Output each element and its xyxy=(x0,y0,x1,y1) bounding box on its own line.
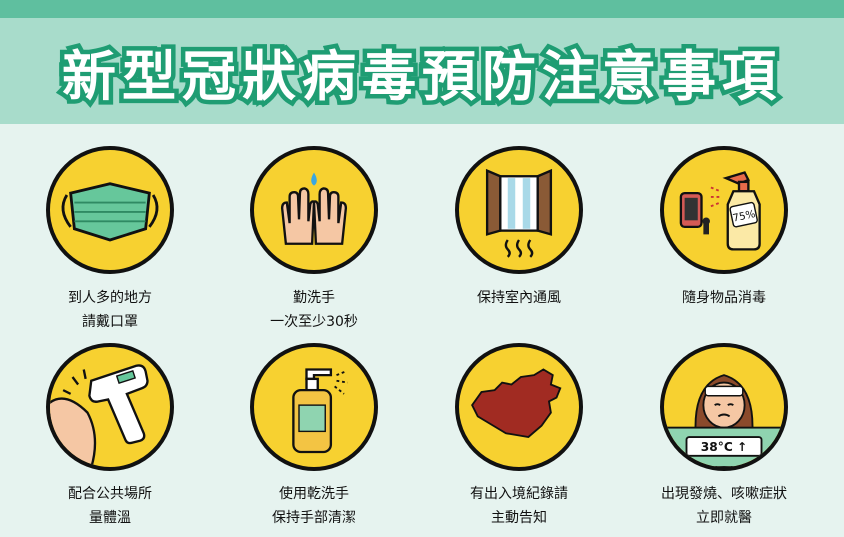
china-map-icon xyxy=(455,343,583,471)
caption-sanitizer: 使用乾洗手 保持手部清潔 xyxy=(214,482,414,530)
title-banner xyxy=(0,18,844,124)
temperature-label: 38°C ↑ xyxy=(701,440,747,454)
caption-line: 勤洗手 xyxy=(293,290,335,306)
open-window-icon xyxy=(455,146,583,274)
caption-line: 保持室內通風 xyxy=(477,290,561,306)
caption-line: 使用乾洗手 xyxy=(279,486,349,502)
top-strip xyxy=(0,0,844,18)
caption-line: 有出入境紀錄請 xyxy=(470,486,568,502)
caption-ventilation: 保持室內通風 xyxy=(419,286,619,310)
hand-sanitizer-icon xyxy=(250,343,378,471)
caption-line: 配合公共場所 xyxy=(68,486,152,502)
disinfectant-spray-icon: 75% xyxy=(660,146,788,274)
caption-line: 請戴口罩 xyxy=(82,314,138,330)
caption-line: 主動告知 xyxy=(491,510,547,526)
caption-line: 出現發燒、咳嗽症狀 xyxy=(661,486,787,502)
caption-line: 量體溫 xyxy=(89,510,131,526)
caption-line: 一次至少30秒 xyxy=(270,314,358,330)
caption-temperature-check: 配合公共場所 量體溫 xyxy=(10,482,210,530)
caption-line: 立即就醫 xyxy=(696,510,752,526)
caption-line: 保持手部清潔 xyxy=(272,510,356,526)
caption-hand-washing: 勤洗手 一次至少30秒 xyxy=(214,286,414,334)
hand-washing-icon xyxy=(250,146,378,274)
face-mask-icon xyxy=(46,146,174,274)
caption-mask: 到人多的地方 請戴口罩 xyxy=(10,286,210,334)
caption-disinfect: 隨身物品消毒 xyxy=(624,286,824,310)
caption-line: 隨身物品消毒 xyxy=(682,290,766,306)
caption-line: 到人多的地方 xyxy=(68,290,152,306)
thermometer-gun-icon xyxy=(46,343,174,471)
spray-percent-label: 75% xyxy=(732,208,757,225)
caption-seek-medical: 出現發燒、咳嗽症狀 立即就醫 xyxy=(624,482,824,530)
page-title: 新型冠狀病毒預防注意事項 xyxy=(58,40,782,112)
caption-travel-report: 有出入境紀錄請 主動告知 xyxy=(419,482,619,530)
sick-person-icon: 38°C ↑ xyxy=(660,343,788,471)
